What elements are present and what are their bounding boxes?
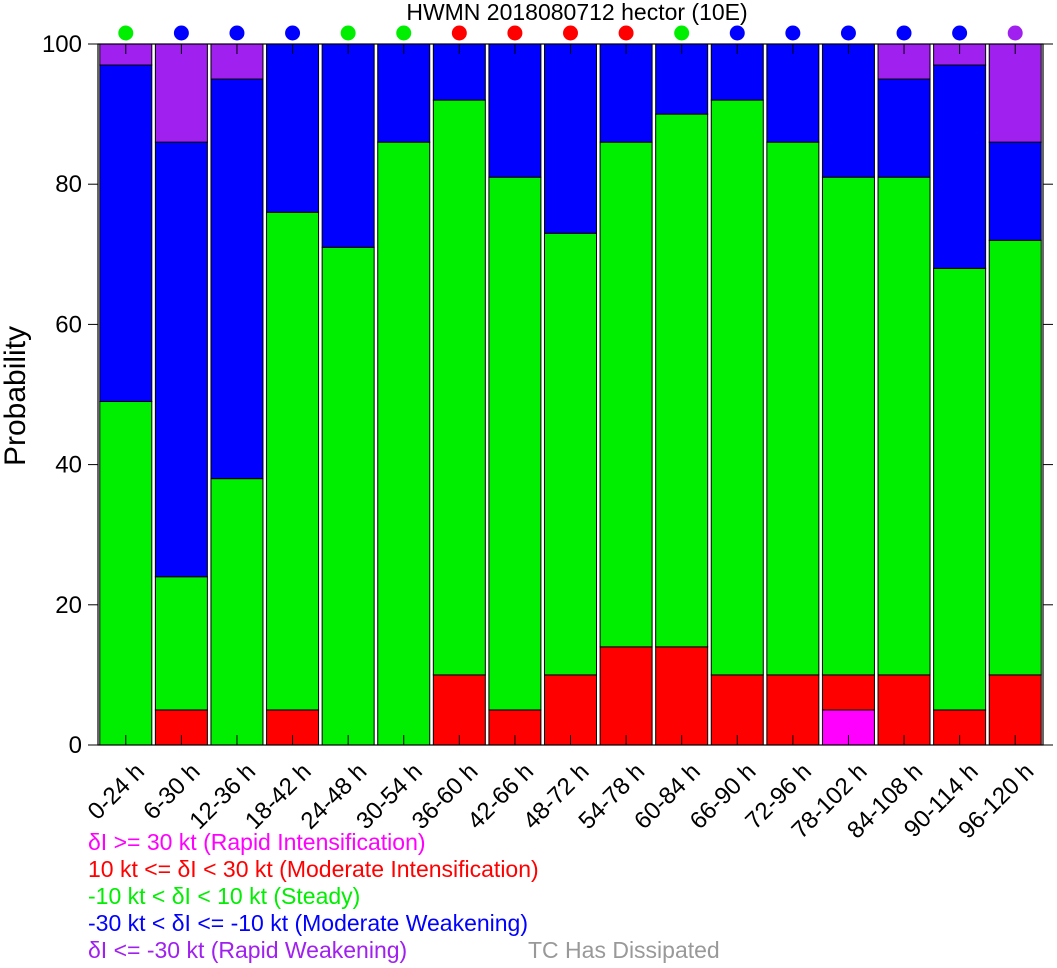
bar-segment-st-2 — [210, 478, 264, 746]
bar-segment-mi-13 — [821, 674, 875, 711]
bar-segment-mi-6 — [432, 674, 486, 746]
top-marker-4 — [340, 25, 356, 41]
top-marker-16 — [1007, 25, 1023, 41]
y-tick-label-3: 60 — [55, 311, 82, 338]
bar-segment-mw-16 — [988, 141, 1042, 241]
y-tick-label-5: 100 — [42, 31, 82, 58]
legend-tc-dissipated: TC Has Dissipated — [528, 937, 720, 963]
y-tick-label-4: 80 — [55, 171, 82, 198]
bar-segment-st-15 — [933, 267, 987, 711]
bar-segment-mw-14 — [877, 78, 931, 178]
top-marker-7 — [507, 25, 523, 41]
bar-segment-rw-1 — [154, 43, 208, 143]
top-marker-8 — [563, 25, 578, 41]
bar-segment-mw-10 — [655, 43, 709, 115]
bar-segment-st-11 — [710, 99, 764, 676]
bar-segment-mw-15 — [933, 64, 987, 269]
top-marker-2 — [229, 25, 245, 41]
bar-segment-mw-13 — [821, 43, 875, 178]
bar-segment-mi-8 — [544, 674, 597, 746]
bar-segment-st-5 — [377, 141, 431, 746]
bar-segment-mi-10 — [655, 646, 709, 746]
bar-segment-mw-12 — [766, 43, 820, 143]
bar-segment-mw-8 — [544, 43, 597, 234]
bar-segment-st-14 — [877, 176, 931, 676]
bar-segment-mw-11 — [710, 43, 764, 101]
bar-segment-st-4 — [321, 246, 375, 746]
top-marker-3 — [285, 25, 301, 41]
top-marker-1 — [173, 25, 189, 41]
chart: 0-24 h6-30 h12-36 h18-42 h24-48 h30-54 h… — [0, 0, 1053, 840]
bar-segment-mw-3 — [266, 43, 320, 213]
legend-rapid-weakening: δI <= -30 kt (Rapid Weakening) — [88, 937, 408, 963]
y-tick-label-1: 20 — [55, 592, 82, 619]
chart-title: HWMN 2018080712 hector (10E) — [406, 0, 747, 25]
top-marker-9 — [618, 25, 634, 41]
bar-segment-st-7 — [488, 176, 542, 711]
bar-segment-mw-9 — [599, 43, 653, 143]
top-markers-group — [118, 25, 1023, 41]
bar-segment-mw-2 — [210, 78, 264, 480]
bar-segment-mw-7 — [488, 43, 542, 178]
bars-group — [99, 43, 1042, 746]
bar-segment-st-16 — [988, 239, 1042, 676]
bar-segment-mw-1 — [154, 141, 208, 578]
bar-segment-mi-9 — [599, 646, 653, 746]
top-marker-10 — [674, 25, 690, 41]
bar-segment-rw-16 — [988, 43, 1042, 143]
top-marker-14 — [896, 25, 912, 41]
bar-segment-st-13 — [821, 176, 875, 676]
bar-segment-st-1 — [154, 576, 208, 711]
y-tick-label-2: 40 — [55, 452, 82, 479]
bar-segment-st-3 — [266, 211, 320, 711]
bar-segment-mw-4 — [321, 43, 375, 248]
top-marker-12 — [785, 25, 801, 41]
bar-segment-mw-6 — [432, 43, 486, 101]
y-tick-label-0: 0 — [69, 732, 82, 759]
bar-segment-mi-11 — [710, 674, 764, 746]
bar-segment-mw-5 — [377, 43, 431, 143]
top-marker-11 — [729, 25, 745, 41]
bar-segment-st-10 — [655, 113, 709, 648]
bar-segment-mi-14 — [877, 674, 931, 746]
legend-moderate-weakening: -30 kt < δI <= -10 kt (Moderate Weakenin… — [88, 910, 529, 936]
bar-segment-st-8 — [544, 232, 597, 676]
top-marker-6 — [451, 25, 467, 41]
plot-frame — [97, 43, 1044, 746]
legend-moderate-intensification: 10 kt <= δI < 30 kt (Moderate Intensific… — [88, 856, 539, 882]
bar-segment-mw-0 — [99, 64, 153, 403]
bar-segment-mi-12 — [766, 674, 820, 746]
top-marker-15 — [952, 25, 968, 41]
x-tick-label-0: 0-24 h — [83, 758, 150, 825]
bar-segment-st-12 — [766, 141, 820, 676]
top-marker-0 — [118, 25, 134, 41]
bar-segment-st-6 — [432, 99, 486, 676]
legend-rapid-intensification: δI >= 30 kt (Rapid Intensification) — [88, 829, 426, 855]
y-axis-label: Probability — [0, 326, 32, 466]
bar-segment-st-9 — [599, 141, 653, 648]
legend-steady: -10 kt < δI < 10 kt (Steady) — [88, 883, 361, 909]
bar-segment-mi-16 — [988, 674, 1042, 746]
bar-segment-st-0 — [99, 401, 153, 746]
top-marker-5 — [396, 25, 412, 41]
top-marker-13 — [840, 25, 856, 41]
